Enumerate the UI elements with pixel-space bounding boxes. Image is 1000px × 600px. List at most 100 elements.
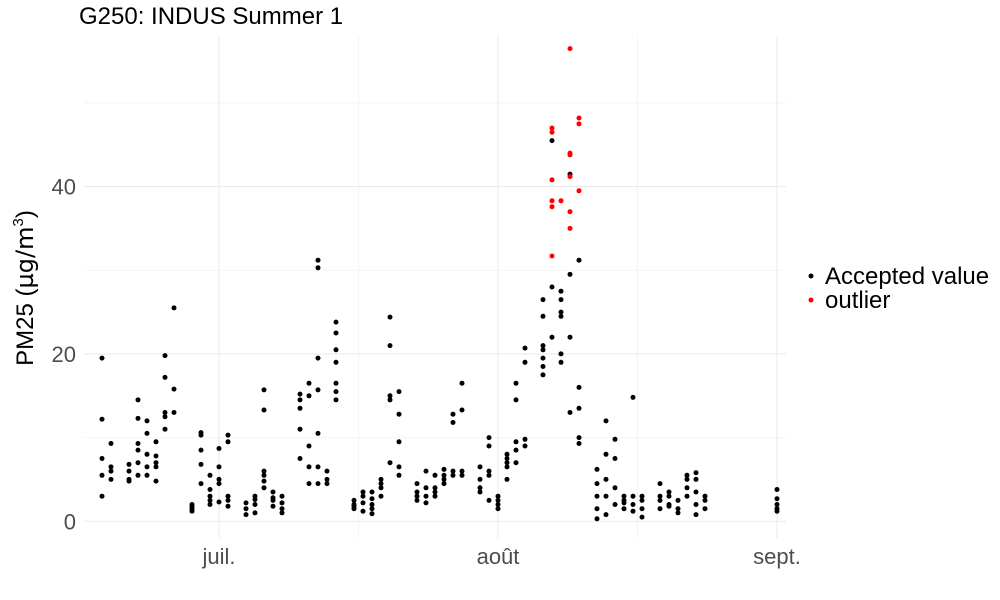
data-point <box>657 506 663 512</box>
data-point <box>369 506 375 512</box>
data-point <box>351 503 357 509</box>
data-point <box>315 265 321 271</box>
data-point <box>639 506 645 512</box>
data-point <box>549 125 555 131</box>
data-point <box>225 439 231 445</box>
data-point <box>693 470 699 476</box>
data-point <box>603 512 609 518</box>
y-axis-title-main: PM25 ( <box>12 288 39 365</box>
data-point <box>432 489 438 495</box>
data-point <box>198 447 204 453</box>
data-point <box>153 478 159 484</box>
data-point <box>774 508 780 514</box>
data-point <box>576 188 582 194</box>
data-point <box>558 297 564 303</box>
data-point <box>198 481 204 487</box>
data-point <box>252 502 258 507</box>
data-point <box>108 476 114 482</box>
data-point <box>315 481 321 487</box>
data-point <box>171 305 177 311</box>
data-point <box>171 410 177 415</box>
data-point <box>333 380 339 386</box>
y-axis-title: PM25 (µg/m3) <box>10 210 39 366</box>
data-point <box>135 397 141 403</box>
data-point <box>540 372 546 378</box>
data-point <box>126 461 132 467</box>
data-point <box>198 432 204 438</box>
y-axis-title-unit: µg/m <box>11 227 39 289</box>
data-point <box>252 497 258 502</box>
data-point <box>450 468 456 474</box>
data-point <box>387 343 393 349</box>
data-point <box>243 512 249 518</box>
data-point <box>315 257 321 263</box>
data-point <box>423 485 429 491</box>
data-point <box>144 430 150 436</box>
data-point <box>441 472 447 478</box>
data-point <box>360 508 366 514</box>
data-point <box>279 500 285 506</box>
data-point <box>387 460 393 466</box>
data-point <box>603 451 609 457</box>
data-point <box>486 435 492 441</box>
data-point <box>495 506 501 512</box>
data-point <box>369 511 375 517</box>
data-point <box>693 476 699 482</box>
data-point <box>702 493 708 499</box>
data-point <box>414 489 420 495</box>
data-point <box>657 497 663 503</box>
data-point <box>630 394 636 400</box>
data-point <box>621 506 627 512</box>
data-point <box>549 198 555 204</box>
data-point <box>297 397 303 403</box>
data-point <box>135 415 141 421</box>
data-point <box>540 355 546 361</box>
data-point <box>621 493 627 499</box>
data-point <box>261 468 267 474</box>
data-point <box>207 502 213 507</box>
data-point <box>99 472 105 478</box>
data-point <box>333 330 339 336</box>
data-point <box>261 387 267 393</box>
data-point <box>684 485 690 491</box>
series-accepted-value <box>99 138 780 522</box>
data-point <box>324 476 330 482</box>
data-point <box>567 46 573 52</box>
data-point <box>135 447 141 453</box>
data-point <box>684 493 690 499</box>
data-point <box>432 472 438 478</box>
data-point <box>369 496 375 502</box>
data-point <box>450 420 456 425</box>
data-point <box>459 380 465 386</box>
data-point <box>540 313 546 319</box>
data-point <box>324 481 330 487</box>
data-point <box>675 506 681 512</box>
x-tick-label: sept. <box>753 544 801 569</box>
data-point <box>612 485 618 491</box>
data-point <box>108 464 114 470</box>
data-point <box>549 253 555 259</box>
data-point <box>522 359 528 365</box>
data-point <box>522 443 528 449</box>
data-point <box>279 493 285 499</box>
data-point <box>558 351 564 357</box>
data-point <box>504 460 510 466</box>
data-point <box>594 506 600 512</box>
data-point <box>612 502 618 507</box>
data-point <box>99 355 105 361</box>
data-point <box>369 502 375 507</box>
data-point <box>387 393 393 399</box>
data-point <box>144 472 150 478</box>
legend-key <box>808 273 814 279</box>
data-point <box>153 439 159 445</box>
data-point <box>279 510 285 516</box>
data-point <box>549 334 555 340</box>
data-point <box>333 347 339 353</box>
data-point <box>576 121 582 127</box>
data-point <box>576 435 582 441</box>
data-point <box>459 407 465 413</box>
data-point <box>135 460 141 466</box>
data-point <box>594 481 600 487</box>
data-point <box>540 343 546 349</box>
data-point <box>207 497 213 503</box>
